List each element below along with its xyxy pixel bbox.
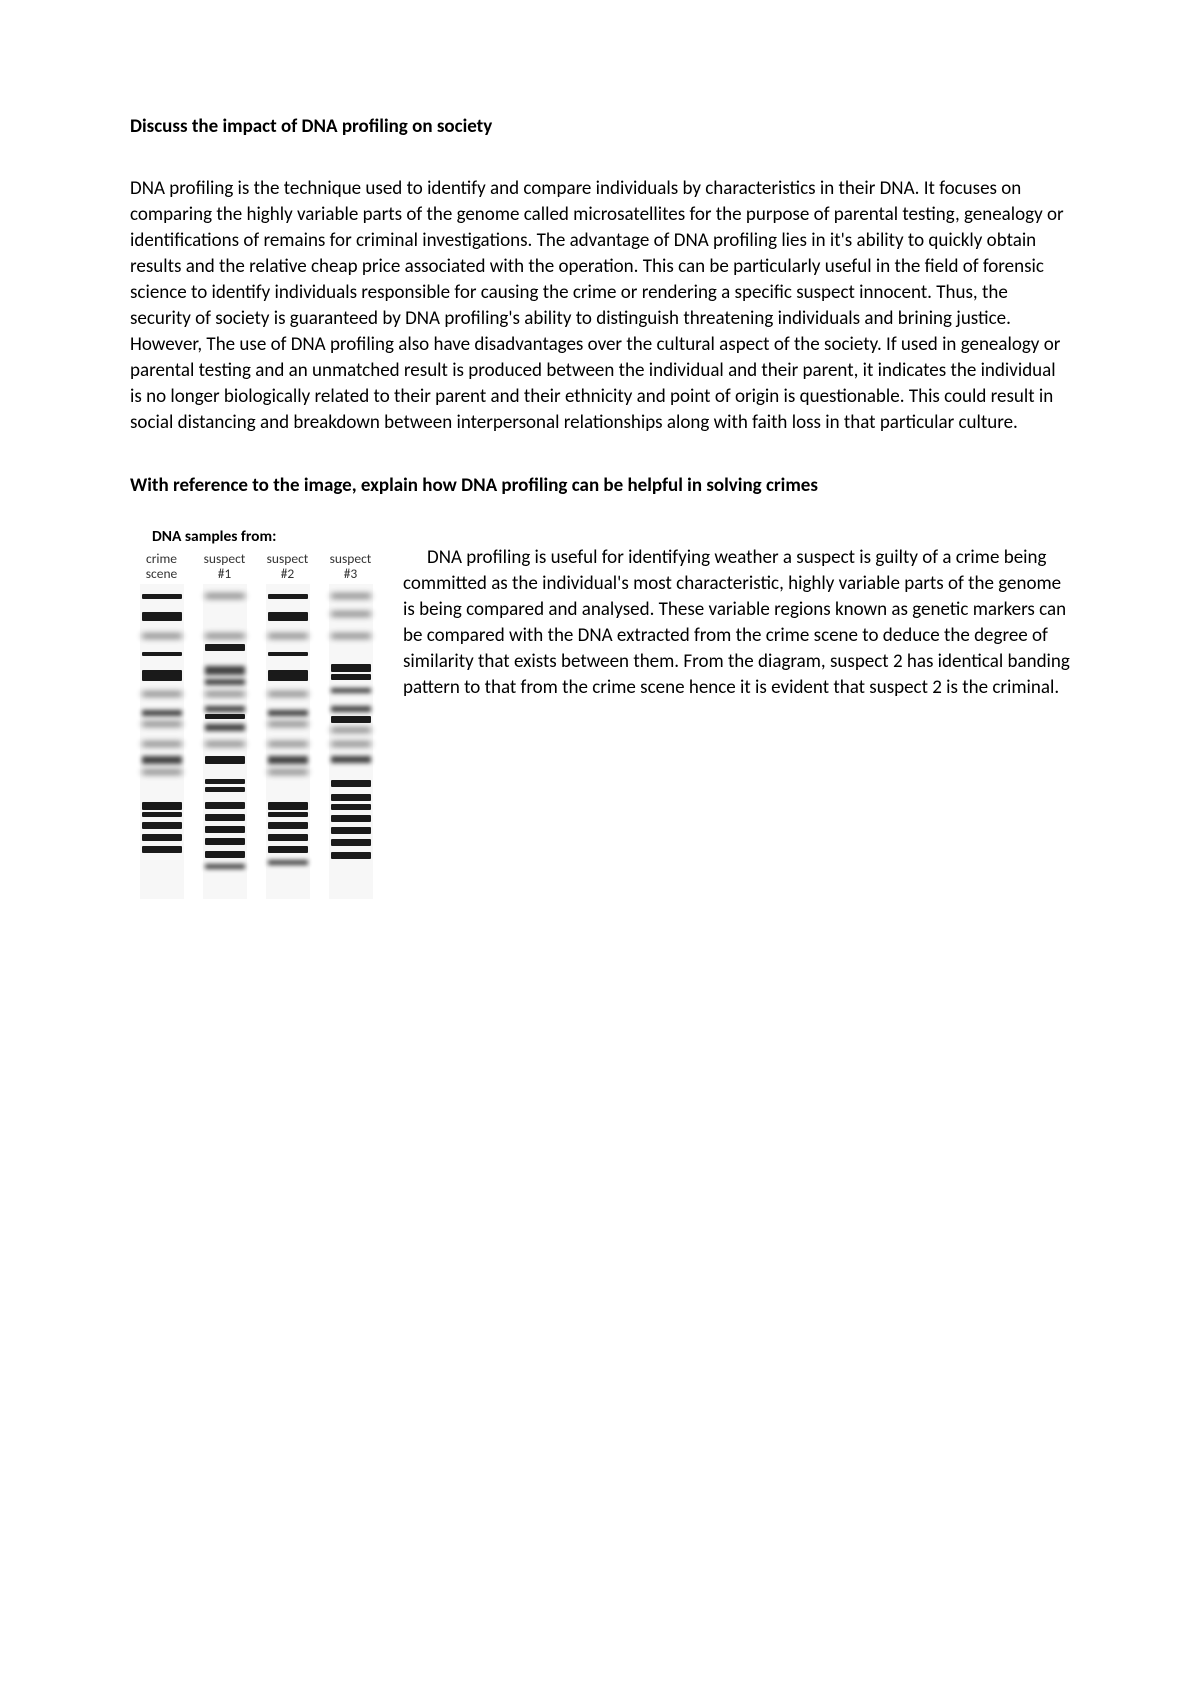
gel-band xyxy=(331,815,371,822)
gel-band xyxy=(331,852,371,859)
gel-band xyxy=(205,756,245,764)
gel-band xyxy=(331,728,371,732)
gel-band xyxy=(268,742,308,746)
bands-suspect-1 xyxy=(203,584,247,899)
lane-label: crimescene xyxy=(146,552,178,584)
gel-band xyxy=(268,594,308,599)
gel-band xyxy=(205,838,245,845)
gel-band xyxy=(331,664,371,672)
gel-band xyxy=(142,802,182,810)
gel-band xyxy=(331,688,371,693)
gel-band xyxy=(205,714,245,719)
gel-band xyxy=(205,644,245,651)
gel-band xyxy=(205,666,245,675)
gel-band xyxy=(331,634,371,638)
gel-band xyxy=(205,742,245,746)
gel-band xyxy=(268,612,308,621)
gel-band xyxy=(142,722,182,726)
gel-band xyxy=(268,802,308,810)
gel-band xyxy=(205,787,245,792)
gel-band xyxy=(142,710,182,716)
gel-band xyxy=(268,756,308,764)
bands-suspect-2 xyxy=(266,584,310,899)
gel-band xyxy=(142,652,182,656)
gel-band xyxy=(268,634,308,638)
heading-1: Discuss the impact of DNA profiling on s… xyxy=(130,115,1070,138)
gel-band xyxy=(268,722,308,726)
gel-band xyxy=(268,652,308,656)
section-2: DNA samples from: crimescene suspect#1 s… xyxy=(130,525,1070,899)
gel-band xyxy=(331,780,371,787)
gel-band xyxy=(331,839,371,846)
gel-band xyxy=(268,812,308,817)
gel-band xyxy=(331,594,371,598)
gel-band xyxy=(205,826,245,833)
gel-band xyxy=(205,779,245,784)
gel-band xyxy=(205,679,245,685)
gel-band xyxy=(142,692,182,696)
gel-band xyxy=(331,756,371,763)
gel-band xyxy=(268,770,308,774)
gel-band xyxy=(268,834,308,841)
lane-label: suspect#3 xyxy=(330,552,372,584)
lane-label: suspect#1 xyxy=(204,552,246,584)
gel-band xyxy=(142,846,182,853)
gel-band xyxy=(331,674,371,680)
heading-2: With reference to the image, explain how… xyxy=(130,474,1070,497)
gel-band xyxy=(331,742,371,746)
lane-suspect-3: suspect#3 xyxy=(319,552,382,899)
gel-band xyxy=(268,692,308,696)
lane-label: suspect#2 xyxy=(267,552,309,584)
gel-band xyxy=(205,851,245,858)
gel-band xyxy=(205,594,245,598)
gel-band xyxy=(205,634,245,638)
gel-band xyxy=(142,612,182,621)
bands-suspect-3 xyxy=(329,584,373,899)
gel-band xyxy=(205,864,245,869)
gel-band xyxy=(142,756,182,764)
gel-band xyxy=(205,802,245,809)
gel-band xyxy=(268,822,308,829)
gel-band xyxy=(331,716,371,723)
gel-band xyxy=(205,692,245,696)
gel-band xyxy=(142,634,182,638)
lane-suspect-2: suspect#2 xyxy=(256,552,319,899)
gel-band xyxy=(205,724,245,731)
gel-diagram: DNA samples from: crimescene suspect#1 s… xyxy=(130,525,383,899)
gel-band xyxy=(268,846,308,853)
gel-band xyxy=(268,670,308,681)
gel-band xyxy=(331,804,371,810)
gel-band xyxy=(331,794,371,801)
gel-band xyxy=(331,706,371,712)
gel-band xyxy=(268,710,308,716)
paragraph-1: DNA profiling is the technique used to i… xyxy=(130,176,1070,436)
gel-band xyxy=(142,822,182,829)
gel-band xyxy=(142,812,182,817)
gel-band xyxy=(331,827,371,834)
bands-crime xyxy=(140,584,184,899)
gel-lanes: crimescene suspect#1 suspect#2 suspect#3 xyxy=(130,552,383,899)
gel-band xyxy=(331,612,371,616)
gel-band xyxy=(142,770,182,774)
gel-band xyxy=(142,670,182,681)
gel-band xyxy=(142,594,182,599)
gel-band xyxy=(142,834,182,841)
gel-band xyxy=(142,742,182,746)
gel-band xyxy=(205,706,245,712)
gel-title: DNA samples from: xyxy=(152,527,383,546)
lane-suspect-1: suspect#1 xyxy=(193,552,256,899)
lane-crime-scene: crimescene xyxy=(130,552,193,899)
gel-band xyxy=(205,814,245,821)
gel-band xyxy=(268,860,308,865)
paragraph-2: DNA profiling is useful for identifying … xyxy=(403,525,1070,701)
